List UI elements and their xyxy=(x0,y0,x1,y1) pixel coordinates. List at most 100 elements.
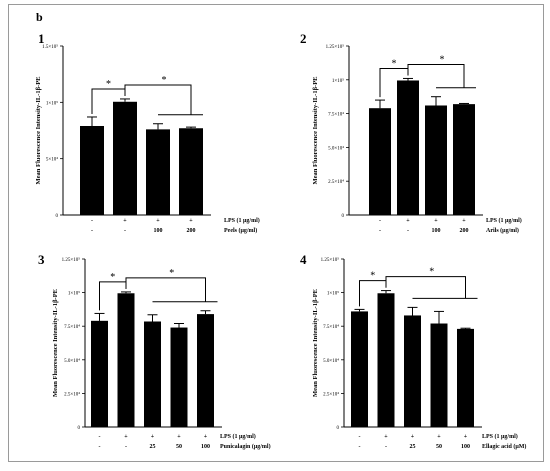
y-tick-label: 5.0×10⁴ xyxy=(323,358,339,364)
factor-label: Punicalagin (μg/ml) xyxy=(220,443,271,450)
significance-bracket xyxy=(124,84,192,115)
y-axis-label: Mean Fluorescence Intensity-IL-1β-PE xyxy=(35,76,42,184)
panel-2: 2 Mean Fluorescence Intensity-IL-1β-PE 0 2.… xyxy=(300,31,522,234)
bar xyxy=(146,129,170,215)
factor-cell: 200 xyxy=(460,228,469,234)
factor-cell: 50 xyxy=(176,444,182,450)
significance-star: * xyxy=(392,58,397,69)
bar xyxy=(91,320,108,427)
factor-cell: 100 xyxy=(201,444,210,450)
factor-cell: + xyxy=(177,434,181,440)
y-tick-label: 2.5×10⁴ xyxy=(64,391,80,397)
y-axis-label: Mean Fluorescence Intensity-IL-1β-PE xyxy=(312,76,319,184)
factor-cell: + xyxy=(464,434,468,440)
bar xyxy=(179,128,203,215)
significance-star: * xyxy=(440,54,445,65)
factor-cell: - xyxy=(99,444,101,450)
factor-cell: - xyxy=(91,218,93,224)
factor-cell: - xyxy=(124,228,126,234)
factor-cell: + xyxy=(156,218,160,224)
bar xyxy=(113,101,137,215)
factor-cell: - xyxy=(379,228,381,234)
factor-cell: + xyxy=(462,218,466,224)
significance-star: * xyxy=(429,267,434,278)
bar xyxy=(369,108,391,215)
y-tick-label: 5.0×10⁴ xyxy=(64,358,80,364)
y-tick-label: 7.5×10⁴ xyxy=(64,324,80,330)
factor-label: LPS (1 μg/ml) xyxy=(220,433,256,440)
factor-cell: 200 xyxy=(187,228,196,234)
factor-cell: + xyxy=(437,434,441,440)
bar xyxy=(457,328,474,427)
y-tick-label: 1×10⁵ xyxy=(46,100,58,106)
factor-cell: + xyxy=(123,218,127,224)
factor-cell: - xyxy=(379,218,381,224)
significance-bracket xyxy=(125,277,206,302)
y-tick-label: 0 xyxy=(337,426,340,431)
factor-label: LPS (1 μg/ml) xyxy=(482,433,518,440)
panel-label: 3 xyxy=(38,252,45,267)
bar xyxy=(170,327,188,427)
bar xyxy=(404,315,421,427)
factor-label: Peels (μg/ml) xyxy=(224,227,257,234)
factor-cell: + xyxy=(406,218,410,224)
significance-star: * xyxy=(370,271,375,282)
panel-label: 1 xyxy=(38,31,45,46)
factor-cell: 100 xyxy=(154,228,163,234)
bar xyxy=(397,80,419,215)
y-tick-label: 1×10⁵ xyxy=(68,291,80,297)
factor-cell: - xyxy=(385,444,387,450)
bar xyxy=(144,321,161,427)
y-tick-label: 1.25×10⁵ xyxy=(321,257,340,263)
y-tick-label: 2.5×10⁴ xyxy=(323,391,339,397)
figure-label: b xyxy=(36,10,43,24)
factor-cell: 100 xyxy=(461,444,470,450)
significance-star: * xyxy=(169,268,174,279)
y-tick-label: 1.25×10⁵ xyxy=(326,44,345,50)
factor-cell: - xyxy=(407,228,409,234)
significance-star: * xyxy=(162,75,167,86)
y-tick-label: 2.5×10⁴ xyxy=(328,179,344,185)
factor-cell: + xyxy=(411,434,415,440)
factor-label: Ellagic acid (μM) xyxy=(482,443,526,450)
panel-1: 1 Mean Fluorescence Intensity-IL-1β-PE 0 5×… xyxy=(35,31,260,234)
figure-frame xyxy=(8,4,544,462)
y-tick-label: 1.5×10⁵ xyxy=(42,44,58,50)
factor-cell: + xyxy=(434,218,438,224)
significance-bracket xyxy=(385,276,466,299)
bar xyxy=(117,293,135,427)
y-tick-label: 1.25×10⁵ xyxy=(62,257,81,263)
y-tick-label: 7.5×10⁴ xyxy=(323,324,339,330)
factor-cell: + xyxy=(124,434,128,440)
factor-cell: + xyxy=(151,434,155,440)
significance-bracket xyxy=(407,63,465,88)
factor-cell: + xyxy=(189,218,193,224)
factor-cell: 100 xyxy=(432,228,441,234)
bar xyxy=(351,311,368,427)
significance-star: * xyxy=(106,79,111,90)
y-tick-label: 0 xyxy=(56,214,59,219)
significance-star: * xyxy=(110,272,115,283)
bar xyxy=(425,105,447,215)
y-tick-label: 5.0×10⁴ xyxy=(328,145,344,151)
factor-cell: + xyxy=(384,434,388,440)
y-axis-label: Mean Fluorescence Intensity-IL-1β-PE xyxy=(52,289,59,397)
factor-cell: - xyxy=(99,434,101,440)
factor-cell: + xyxy=(204,434,208,440)
bar xyxy=(430,323,448,427)
factor-cell: - xyxy=(359,434,361,440)
panel-4: 4 Mean Fluorescence Intensity-IL-1β-PE 0 2.… xyxy=(300,252,526,450)
factor-cell: - xyxy=(125,444,127,450)
factor-cell: 50 xyxy=(436,444,442,450)
y-tick-label: 7.5×10⁴ xyxy=(328,112,344,118)
factor-label: LPS (1 μg/ml) xyxy=(486,217,522,224)
panel-label: 4 xyxy=(300,252,307,267)
factor-cell: - xyxy=(91,228,93,234)
panel-label: 2 xyxy=(300,31,307,46)
bar xyxy=(197,314,214,427)
bar xyxy=(80,125,104,215)
y-tick-label: 1×10⁵ xyxy=(332,78,344,84)
panel-3: 3 Mean Fluorescence Intensity-IL-1β-PE 0 2.… xyxy=(38,252,271,450)
